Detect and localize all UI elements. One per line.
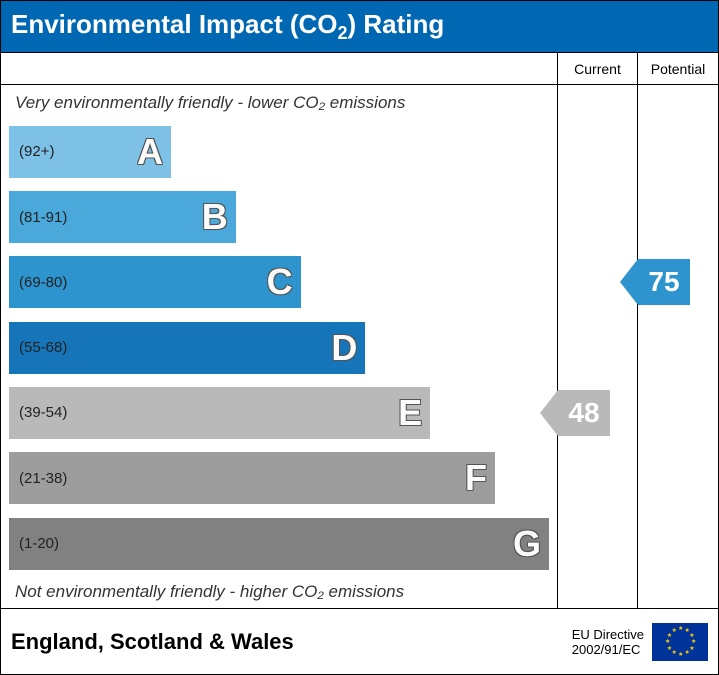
bands-body: Very environmentally friendly - lower CO…	[1, 85, 557, 608]
band-range: (21-38)	[9, 470, 67, 487]
bands-column: Very environmentally friendly - lower CO…	[1, 53, 558, 608]
band-bar: (21-38) F	[9, 452, 495, 504]
band-bar: (92+) A	[9, 126, 171, 178]
caption-bottom: Not environmentally friendly - higher CO…	[9, 580, 549, 604]
band-range: (92+)	[9, 143, 54, 160]
current-header: Current	[558, 53, 637, 85]
current-pointer: 48	[540, 390, 610, 436]
pointer-value: 75	[638, 259, 690, 305]
band-f: (21-38) F	[9, 452, 549, 504]
eu-star-icon: ★	[672, 628, 677, 635]
band-letter: A	[137, 131, 163, 173]
title-prefix: Environmental Impact (CO	[11, 9, 338, 39]
potential-column: Potential 75	[638, 53, 718, 608]
band-letter: G	[513, 523, 541, 565]
band-e: (39-54) E	[9, 387, 549, 439]
band-bar: (81-91) B	[9, 191, 236, 243]
eu-star-icon: ★	[685, 650, 690, 657]
eu-star-icon: ★	[689, 646, 694, 653]
band-bar: (55-68) D	[9, 322, 365, 374]
eu-star-icon: ★	[667, 646, 672, 653]
band-range: (55-68)	[9, 339, 67, 356]
caption-top: Very environmentally friendly - lower CO…	[9, 91, 549, 115]
band-bar: (1-20) G	[9, 518, 549, 570]
band-b: (81-91) B	[9, 191, 549, 243]
epc-chart-container: Environmental Impact (CO2) Rating Very e…	[0, 0, 719, 675]
band-g: (1-20) G	[9, 518, 549, 570]
eu-star-icon: ★	[678, 626, 683, 633]
chart-body-area: Very environmentally friendly - lower CO…	[1, 53, 718, 609]
band-letter: F	[465, 457, 487, 499]
band-letter: E	[398, 392, 422, 434]
footer: England, Scotland & Wales EU Directive 2…	[1, 609, 718, 675]
eu-flag-icon: ★★★★★★★★★★★★	[652, 623, 708, 661]
band-letter: B	[202, 196, 228, 238]
title-sub: 2	[338, 23, 348, 43]
potential-body: 75	[638, 85, 718, 608]
pointer-value: 48	[558, 390, 610, 436]
band-d: (55-68) D	[9, 322, 549, 374]
chart-title: Environmental Impact (CO2) Rating	[1, 1, 718, 53]
directive-text: EU Directive 2002/91/EC	[572, 627, 644, 658]
eu-star-icon: ★	[665, 639, 670, 646]
footer-region: England, Scotland & Wales	[11, 629, 294, 655]
footer-directive: EU Directive 2002/91/EC ★★★★★★★★★★★★	[572, 623, 708, 661]
band-range: (39-54)	[9, 404, 67, 421]
pointer-arrow-icon	[620, 259, 638, 305]
band-bar: (39-54) E	[9, 387, 430, 439]
band-letter: D	[331, 327, 357, 369]
band-range: (1-20)	[9, 535, 59, 552]
band-range: (69-80)	[9, 274, 67, 291]
band-range: (81-91)	[9, 209, 67, 226]
band-c: (69-80) C	[9, 256, 549, 308]
potential-header: Potential	[638, 53, 718, 85]
title-suffix: ) Rating	[348, 9, 445, 39]
eu-star-icon: ★	[678, 652, 683, 659]
eu-star-icon: ★	[672, 650, 677, 657]
band-a: (92+) A	[9, 126, 549, 178]
pointer-arrow-icon	[540, 390, 558, 436]
current-body: 48	[558, 85, 637, 608]
current-column: Current 48	[558, 53, 638, 608]
directive-line1: EU Directive	[572, 627, 644, 643]
band-letter: C	[267, 261, 293, 303]
bands-list: (92+) A (81-91) B (69-80) C (55-68) D (39-54) E (2…	[9, 115, 549, 580]
band-bar: (69-80) C	[9, 256, 301, 308]
bands-header-spacer	[1, 53, 557, 85]
directive-line2: 2002/91/EC	[572, 642, 644, 658]
potential-pointer: 75	[620, 259, 690, 305]
